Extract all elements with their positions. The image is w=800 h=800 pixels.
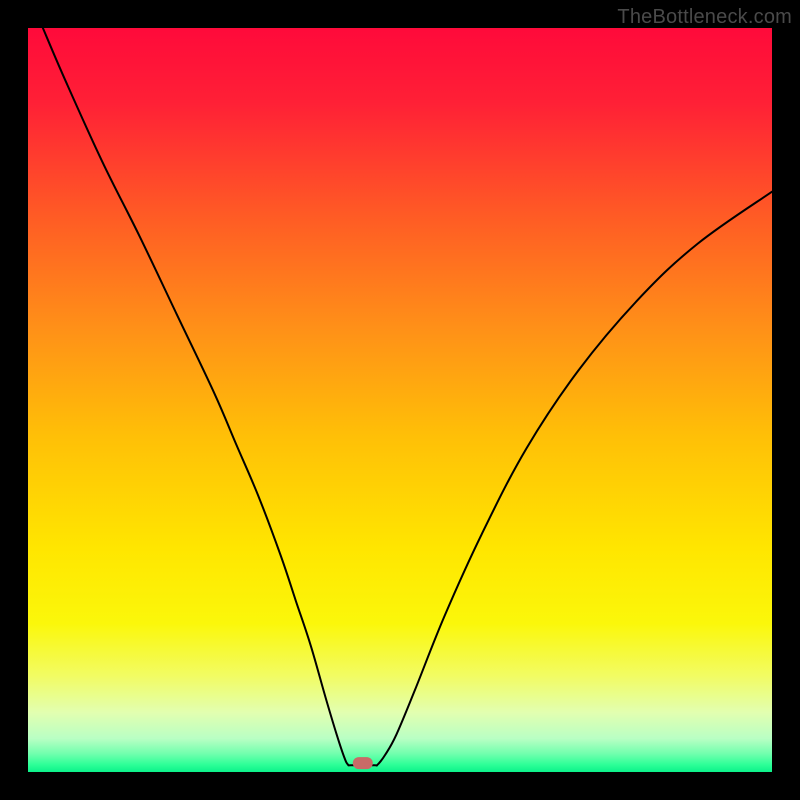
min-marker (353, 757, 373, 769)
plot-area (28, 28, 772, 772)
watermark-text: TheBottleneck.com (617, 6, 792, 29)
curve-layer (28, 28, 772, 772)
bottleneck-curve (43, 28, 772, 766)
